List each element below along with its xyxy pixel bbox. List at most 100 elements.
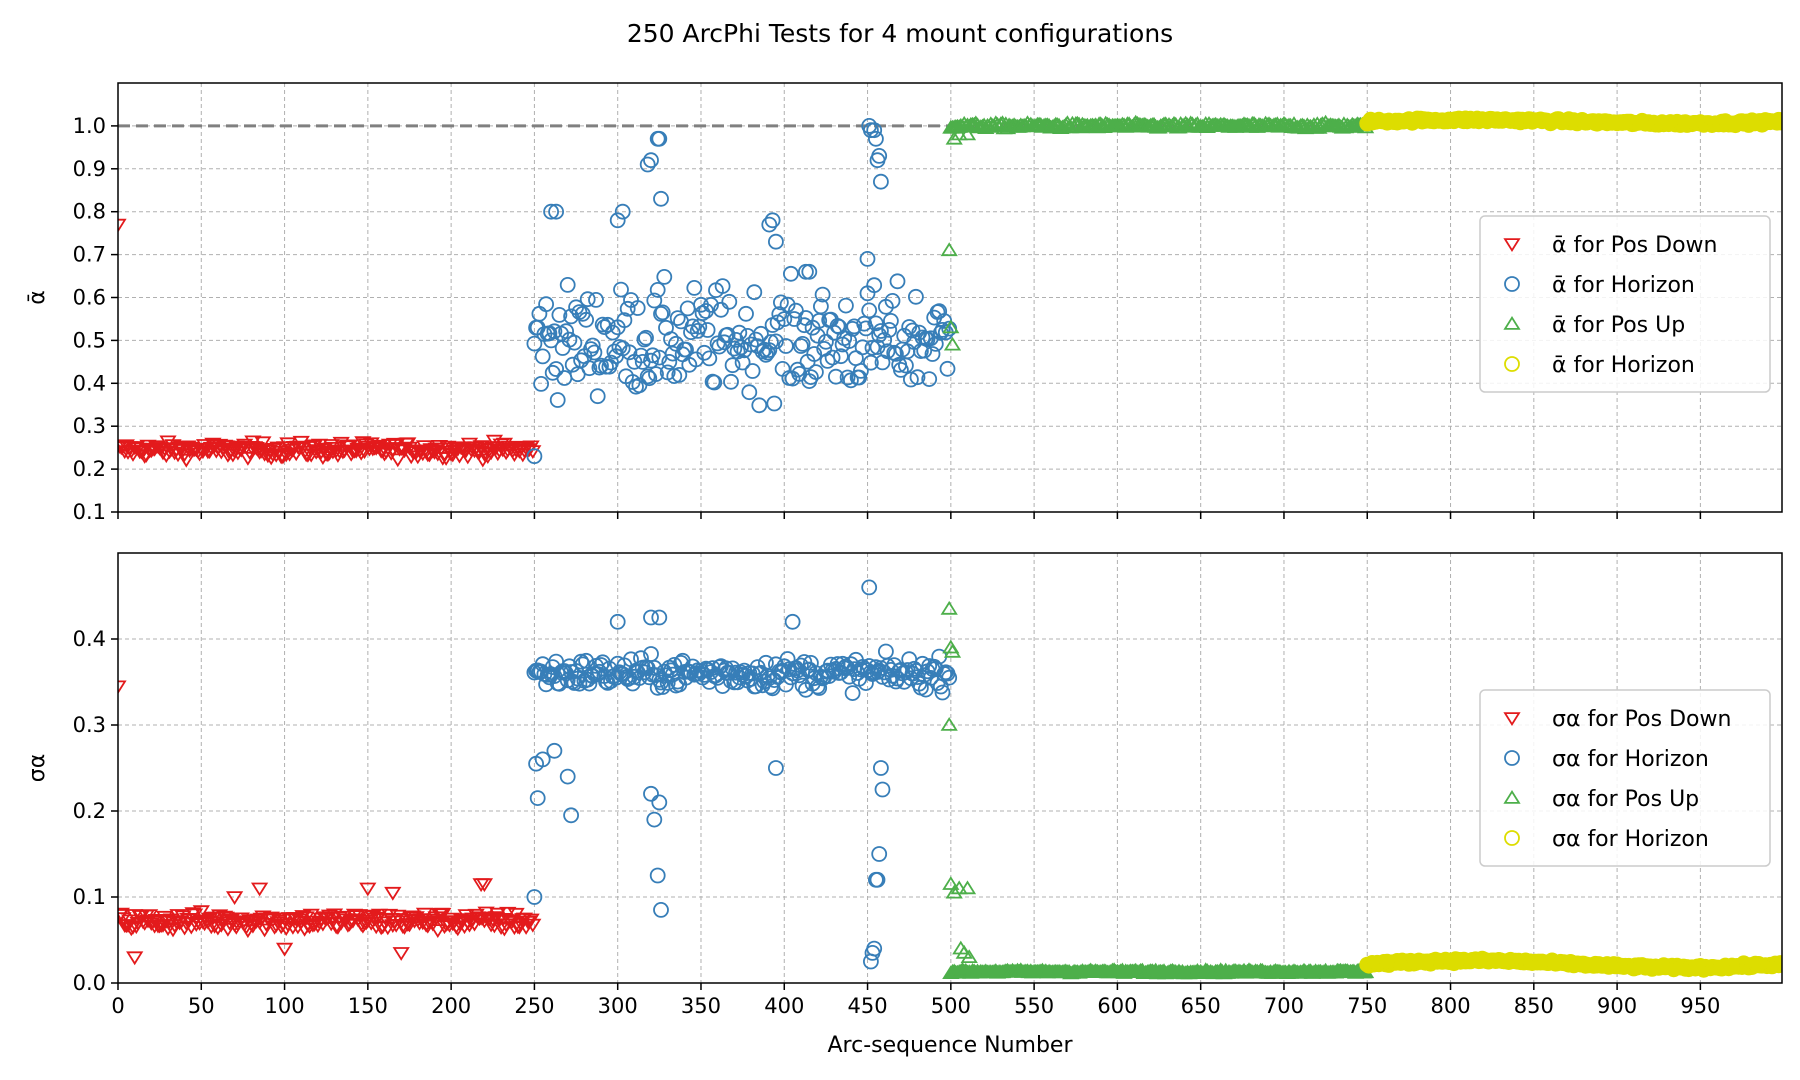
data-point bbox=[118, 912, 132, 927]
data-point bbox=[794, 677, 811, 694]
series-1 bbox=[526, 579, 958, 970]
data-point bbox=[566, 334, 583, 351]
series-3 bbox=[1359, 110, 1782, 134]
x-tick-label: 0 bbox=[111, 994, 124, 1018]
data-point bbox=[646, 811, 663, 828]
data-point bbox=[559, 768, 576, 785]
data-point bbox=[613, 281, 629, 298]
data-point bbox=[824, 349, 841, 366]
data-point bbox=[759, 344, 776, 361]
data-point bbox=[581, 675, 598, 692]
x-axis-label: Arc-sequence Number bbox=[827, 1033, 1073, 1058]
data-point bbox=[294, 910, 312, 924]
data-point bbox=[573, 352, 589, 369]
data-point bbox=[839, 369, 856, 386]
x-tick-label: 650 bbox=[1181, 994, 1221, 1018]
data-point bbox=[768, 233, 784, 250]
data-point bbox=[210, 909, 229, 924]
legend-label: σα for Horizon bbox=[1552, 747, 1709, 772]
data-point bbox=[873, 760, 889, 776]
data-point bbox=[320, 909, 339, 924]
data-point bbox=[490, 914, 509, 928]
data-point bbox=[793, 338, 809, 354]
data-point bbox=[734, 354, 751, 371]
legend: σα for Pos Down σα for Horizon σα for Pos … bbox=[1479, 689, 1771, 867]
data-point bbox=[588, 291, 604, 308]
data-point bbox=[881, 321, 898, 338]
data-point bbox=[883, 312, 899, 329]
data-point bbox=[846, 318, 863, 335]
legend-marker bbox=[1503, 316, 1521, 330]
x-tick-label: 300 bbox=[598, 994, 638, 1018]
data-point bbox=[724, 357, 741, 374]
x-tick-label: 50 bbox=[188, 994, 215, 1018]
top-panel: 0.1 0.2 0.3 0.4 0.5 0.6 0.7 0.8 0.9 1.0 ᾱ ᾱ for Pos… bbox=[25, 82, 1783, 524]
data-point bbox=[866, 277, 883, 294]
data-point bbox=[669, 310, 686, 327]
data-point bbox=[721, 293, 738, 310]
data-point bbox=[563, 807, 579, 824]
data-point bbox=[746, 284, 763, 301]
data-point bbox=[816, 340, 833, 357]
data-point bbox=[546, 323, 563, 340]
data-point bbox=[958, 880, 977, 895]
y-tick-label: 0.3 bbox=[73, 713, 106, 737]
legend-label: ᾱ for Horizon bbox=[1552, 353, 1695, 378]
x-tick-label: 350 bbox=[681, 994, 721, 1018]
data-point bbox=[813, 298, 829, 315]
data-point bbox=[472, 878, 490, 893]
data-point bbox=[579, 291, 596, 308]
data-point bbox=[240, 446, 259, 460]
data-point bbox=[940, 717, 958, 731]
data-point bbox=[643, 609, 659, 626]
data-point bbox=[719, 326, 736, 343]
data-point bbox=[942, 876, 960, 890]
data-point bbox=[255, 923, 274, 938]
data-point bbox=[874, 781, 891, 798]
legend-item: σα for Horizon bbox=[1504, 747, 1709, 772]
data-point bbox=[778, 338, 794, 354]
data-point bbox=[638, 329, 654, 346]
data-point bbox=[738, 305, 754, 322]
data-point bbox=[873, 173, 889, 190]
data-point bbox=[851, 369, 868, 386]
data-point bbox=[589, 388, 606, 405]
data-point bbox=[259, 449, 277, 464]
x-tick-label: 950 bbox=[1680, 994, 1720, 1018]
series-3 bbox=[1359, 950, 1782, 978]
data-point bbox=[939, 360, 956, 377]
legend-label: σα for Pos Up bbox=[1552, 787, 1699, 812]
legend: ᾱ for Pos Down ᾱ for Horizon ᾱ for Pos Up ᾱ… bbox=[1479, 215, 1771, 393]
legend-marker bbox=[1504, 750, 1520, 766]
legend-item: ᾱ for Horizon bbox=[1504, 353, 1695, 378]
data-point bbox=[866, 940, 883, 957]
data-point bbox=[714, 278, 731, 295]
data-point bbox=[921, 371, 938, 388]
data-point bbox=[656, 268, 673, 285]
data-point bbox=[960, 949, 978, 963]
data-point bbox=[174, 910, 192, 925]
data-point bbox=[953, 962, 972, 976]
data-point bbox=[651, 609, 668, 626]
data-point bbox=[633, 347, 649, 364]
data-point bbox=[768, 760, 784, 776]
data-point bbox=[275, 942, 294, 957]
data-point bbox=[934, 684, 951, 701]
data-point bbox=[764, 212, 781, 229]
data-point bbox=[751, 397, 768, 414]
data-point bbox=[871, 147, 888, 164]
x-tick-label: 250 bbox=[514, 994, 554, 1018]
data-point bbox=[909, 369, 926, 386]
data-point bbox=[651, 794, 668, 811]
legend-marker bbox=[1503, 790, 1521, 804]
y-ticks: 0.1 0.2 0.3 0.4 0.5 0.6 0.7 0.8 0.9 1.0 bbox=[73, 114, 118, 524]
data-point bbox=[884, 292, 901, 309]
data-point bbox=[594, 316, 611, 333]
data-point bbox=[639, 368, 656, 385]
y-tick-label: 0.2 bbox=[73, 799, 106, 823]
legend-label: ᾱ for Horizon bbox=[1552, 273, 1695, 298]
data-point bbox=[723, 373, 739, 390]
legend-marker bbox=[1504, 356, 1520, 372]
data-point bbox=[861, 302, 878, 319]
